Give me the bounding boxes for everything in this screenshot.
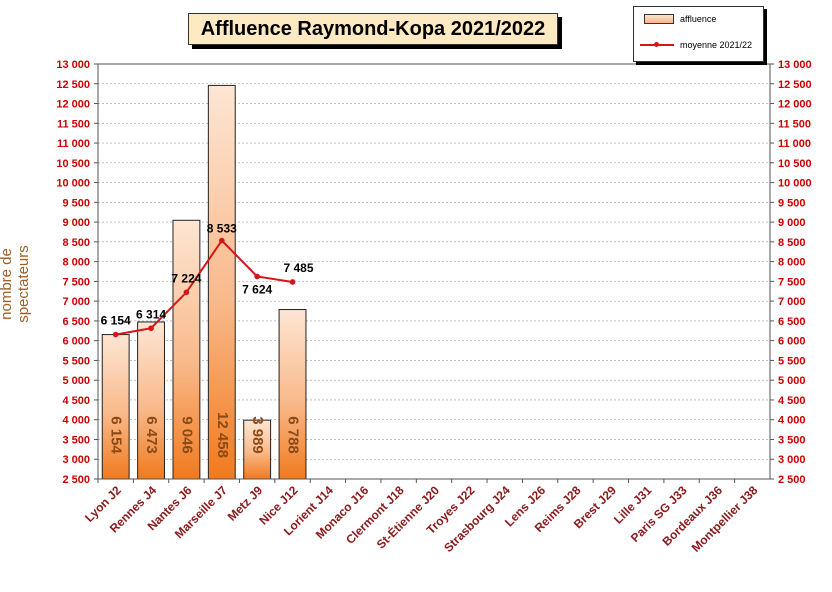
y-tick-label: 8 000 [778, 257, 806, 269]
y-tick-label: 6 500 [62, 316, 90, 328]
bar-value-label: 9 046 [178, 416, 195, 454]
legend: affluence moyenne 2021/22 [633, 6, 764, 62]
bar [101, 334, 130, 480]
average-value-label: 6 154 [101, 314, 131, 328]
y-tick-label: 6 500 [778, 316, 806, 328]
y-tick-label: 6 000 [778, 336, 806, 348]
average-point [112, 331, 119, 338]
legend-label: affluence [680, 14, 717, 24]
bar [243, 419, 272, 480]
y-tick-label: 6 000 [62, 336, 90, 348]
y-tick-label: 8 500 [62, 237, 90, 249]
average-value-label: 7 485 [284, 261, 314, 275]
y-tick-label: 7 000 [778, 296, 806, 308]
y-tick-label: 7 000 [62, 296, 90, 308]
bar-value-label: 6 788 [285, 416, 302, 454]
y-tick-label: 12 000 [778, 99, 812, 111]
legend-item-average: moyenne 2021/22 [634, 40, 752, 50]
average-value-label: 8 533 [207, 222, 237, 236]
y-tick-label: 2 500 [62, 474, 90, 486]
y-tick-label: 3 500 [62, 434, 90, 446]
y-tick-label: 11 500 [57, 118, 90, 130]
y-tick-label: 12 500 [56, 79, 90, 91]
y-tick-label: 10 000 [778, 178, 812, 190]
y-tick-label: 5 000 [778, 375, 806, 387]
y-tick-label: 10 500 [56, 158, 90, 170]
bar-value-label: 6 473 [143, 416, 160, 454]
average-value-label: 7 624 [242, 282, 272, 296]
average-point [183, 289, 190, 296]
average-point [148, 325, 154, 332]
y-tick-label: 13 000 [56, 59, 90, 71]
plot-frame [97, 63, 771, 480]
y-tick-label: 13 000 [778, 59, 812, 71]
y-tick-label: 9 000 [778, 217, 806, 229]
y-tick-label: 5 500 [778, 355, 806, 367]
y-axis-title: nombre de spectateurs [0, 245, 32, 323]
average-point [254, 273, 260, 280]
y-tick-label: 3 000 [778, 454, 806, 466]
y-tick-label: 4 500 [62, 395, 90, 407]
y-tick-label: 8 000 [62, 257, 90, 269]
y-tick-label: 11 000 [778, 138, 811, 150]
average-line: 6 154 6 314 7 224 8 533 7 624 7 485 [101, 222, 314, 338]
average-value-label: 7 224 [171, 271, 201, 285]
bar [172, 219, 201, 480]
y-tick-label: 5 500 [62, 355, 90, 367]
bar-value-label: 3 989 [249, 416, 266, 454]
y-tick-label: 11 000 [57, 138, 90, 150]
bar-value-label: 6 154 [108, 416, 125, 454]
y-tick-label: 4 000 [778, 415, 806, 427]
y-tick-label: 5 000 [62, 375, 90, 387]
legend-swatch-line [640, 42, 674, 47]
y-tick-label: 4 000 [62, 415, 90, 427]
average-series-line [115, 238, 293, 336]
y-tick-label: 9 000 [62, 217, 90, 229]
y-tick-label: 3 500 [778, 434, 806, 446]
y-tick-label: 12 000 [56, 99, 90, 111]
legend-swatch-bar [644, 14, 674, 24]
x-tick-label: St-Étienne J20 [373, 482, 442, 551]
y-tick-label: 7 500 [62, 276, 90, 288]
y-tick-label: 8 500 [778, 237, 806, 249]
y-tick-label: 3 000 [62, 454, 90, 466]
average-point [289, 279, 296, 285]
chart-title: Affluence Raymond-Kopa 2021/2022 [188, 13, 558, 45]
legend-item-affluence: affluence [634, 14, 716, 24]
bar-value-label: 12 458 [214, 412, 231, 458]
y-axis-left: 2 500 3 000 3 500 4 000 4 500 5 000 5 500 6 000… [56, 59, 98, 486]
y-axis-right: 2 500 3 000 3 500 4 000 4 500 5 000 5 500 6 000… [770, 59, 812, 486]
average-value-label: 6 314 [136, 307, 166, 321]
bars: 6 154 6 473 9 046 12 458 3 989 6 788 [101, 84, 307, 480]
y-tick-label: 12 500 [778, 79, 812, 91]
y-tick-label: 2 500 [778, 474, 806, 486]
bar [207, 84, 236, 480]
y-tick-label: 11 500 [778, 118, 811, 130]
y-tick-label: 7 500 [778, 276, 806, 288]
average-point [218, 237, 225, 244]
y-tick-label: 9 500 [62, 197, 90, 209]
y-tick-label: 4 500 [778, 395, 806, 407]
x-tick-label: Montpellier J38 [689, 483, 761, 555]
legend-label: moyenne 2021/22 [680, 40, 753, 50]
y-tick-label: 9 500 [778, 197, 806, 209]
y-tick-label: 10 500 [778, 158, 812, 170]
y-tick-label: 10 000 [56, 178, 90, 190]
bar [137, 321, 165, 480]
